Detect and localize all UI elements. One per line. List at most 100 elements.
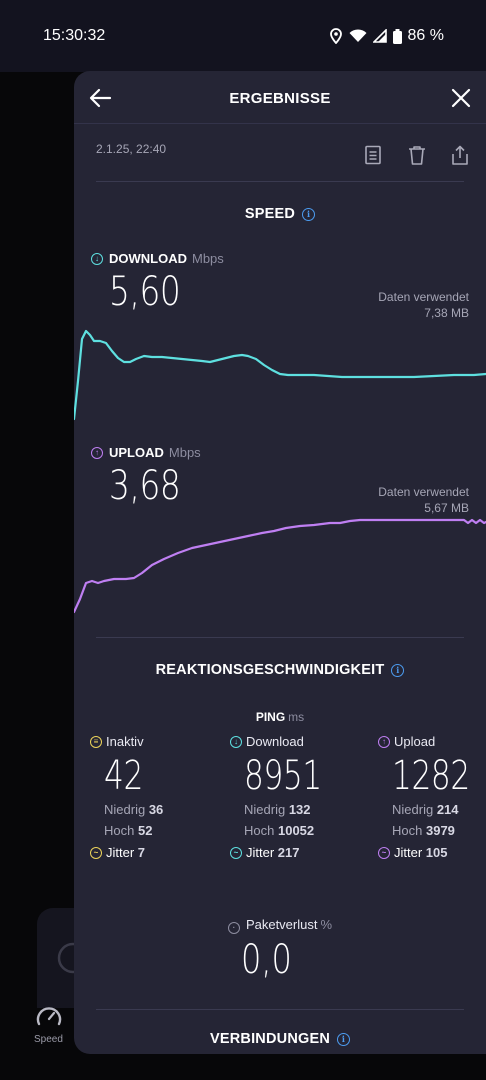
upload-chart [74, 518, 486, 614]
signal-icon [372, 29, 387, 43]
packet-loss-icon: · [227, 921, 240, 934]
speed-section-title: SPEED i [74, 206, 486, 222]
ping-idle-low-label: Niedrig [104, 802, 146, 817]
packet-loss-unit: % [320, 917, 333, 932]
ping-idle-jitter: ~ Jitter 7 [90, 845, 163, 860]
upload-value: 3,68 [109, 463, 181, 509]
ping-download-high: Hoch 10052 [244, 820, 344, 841]
ping-upload-high: Hoch 3979 [392, 820, 486, 841]
upload-label: ↑ UPLOAD Mbps [91, 445, 201, 460]
trash-icon[interactable] [407, 145, 427, 165]
packet-loss-label-text: Paketverlust [245, 917, 318, 932]
ping-idle-column: ≡ Inaktiv 42 Niedrig 36 Hoch 52 ~ Jitter… [90, 734, 163, 860]
ping-download-low-label: Niedrig [244, 802, 286, 817]
ping-download-jitter-label: Jitter [246, 845, 275, 860]
download-speed-line [74, 329, 486, 421]
ping-upload-low: Niedrig 214 [392, 799, 486, 820]
upload-data-used-label: Daten verwendet [378, 485, 469, 499]
ping-idle-high-value: 52 [137, 823, 153, 838]
ping-download-column: ↓ Download 8951 Niedrig 132 Hoch 10052 ~… [230, 734, 344, 860]
ping-download-high-label: Hoch [244, 823, 275, 838]
idle-icon: ≡ [90, 735, 102, 748]
ping-idle-low: Niedrig 36 [104, 799, 163, 820]
info-icon[interactable]: i [337, 1033, 351, 1046]
page-title: ERGEBNISSE [229, 90, 331, 107]
ping-upload-low-value: 214 [436, 802, 459, 817]
result-date: 2.1.25, 22:40 [96, 142, 167, 156]
upload-arrow-icon: ↑ [378, 735, 390, 748]
ping-title: PING ms [74, 710, 486, 724]
ping-download-low-value: 132 [288, 802, 311, 817]
ping-idle-high-label: Hoch [104, 823, 135, 838]
speed-title-text: SPEED [244, 206, 296, 222]
ping-idle-high: Hoch 52 [104, 820, 163, 841]
jitter-icon: ~ [90, 846, 102, 859]
jitter-icon: ~ [230, 846, 242, 859]
ping-upload-column: ↑ Upload 1282 Niedrig 214 Hoch 3979 ~ Ji… [378, 734, 486, 860]
sheet-header: ERGEBNISSE [74, 71, 486, 124]
upload-data-used: Daten verwendet 5,67 MB [378, 484, 469, 516]
download-data-used: Daten verwendet 7,38 MB [378, 289, 469, 321]
download-chart [74, 329, 486, 421]
back-arrow-icon[interactable] [88, 85, 114, 111]
ping-idle-low-value: 36 [148, 802, 164, 817]
download-label: ↓ DOWNLOAD Mbps [91, 251, 224, 266]
close-icon[interactable] [448, 85, 474, 111]
ping-upload-high-value: 3979 [425, 823, 455, 838]
ping-upload-head: ↑ Upload [378, 734, 486, 749]
battery-percent: 86 % [407, 27, 444, 44]
results-sheet: ERGEBNISSE 2.1.25, 22:40 SPEED i ↓ DOWNLO… [74, 71, 486, 1054]
status-bar: 15:30:32 86 % [0, 0, 486, 72]
ping-idle-head: ≡ Inaktiv [90, 734, 163, 749]
wifi-icon [349, 29, 367, 42]
divider [96, 1009, 464, 1010]
ping-idle-label: Inaktiv [106, 734, 144, 749]
download-data-used-value: 7,38 MB [424, 306, 469, 320]
ping-upload-jitter: ~ Jitter 105 [378, 845, 486, 860]
ping-upload-label: Upload [394, 734, 436, 749]
upload-label-text: UPLOAD [109, 445, 164, 460]
ping-download-jitter: ~ Jitter 217 [230, 845, 344, 860]
responsiveness-title-text: REAKTIONSGESCHWINDIGKEIT [155, 662, 385, 678]
ping-download-high-value: 10052 [277, 823, 315, 838]
info-icon[interactable]: i [302, 208, 316, 221]
download-arrow-icon: ↓ [91, 252, 103, 265]
download-label-text: DOWNLOAD [109, 251, 187, 266]
download-value: 5,60 [109, 269, 181, 315]
connections-title-text: VERBINDUNGEN [209, 1031, 331, 1047]
ping-download-head: ↓ Download [230, 734, 344, 749]
ping-upload-high-label: Hoch [392, 823, 423, 838]
ping-download-jitter-value: 217 [277, 845, 300, 860]
download-unit: Mbps [192, 251, 224, 266]
upload-unit: Mbps [168, 445, 201, 460]
upload-speed-line [74, 518, 486, 614]
ping-idle-jitter-label: Jitter [106, 845, 135, 860]
ping-download-value: 8951 [244, 753, 322, 799]
status-icons: 86 % [329, 27, 444, 45]
speed-tab-icon[interactable] [34, 1002, 64, 1032]
ping-upload-jitter-label: Jitter [394, 845, 423, 860]
ping-upload-value: 1282 [392, 753, 470, 799]
packet-loss-value: 0,0 [241, 937, 292, 983]
ping-upload-low-label: Niedrig [392, 802, 434, 817]
ping-download-label: Download [246, 734, 304, 749]
download-data-used-label: Daten verwendet [378, 290, 469, 304]
battery-icon [392, 28, 402, 44]
share-icon[interactable] [450, 145, 470, 165]
divider [96, 181, 464, 182]
upload-arrow-icon: ↑ [91, 446, 103, 459]
download-arrow-icon: ↓ [230, 735, 242, 748]
upload-data-used-value: 5,67 MB [424, 501, 469, 515]
ping-upload-jitter-value: 105 [425, 845, 448, 860]
info-icon[interactable]: i [391, 664, 405, 677]
speed-tab-label[interactable]: Speed [34, 1034, 63, 1045]
ping-unit: ms [288, 710, 305, 724]
responsiveness-section-title: REAKTIONSGESCHWINDIGKEIT i [74, 662, 486, 678]
location-icon [329, 28, 342, 44]
packet-loss-label: · Paketverlust% [74, 917, 486, 934]
ping-download-low: Niedrig 132 [244, 799, 344, 820]
ping-idle-jitter-value: 7 [137, 845, 146, 860]
document-icon[interactable] [363, 145, 383, 165]
jitter-icon: ~ [378, 846, 390, 859]
status-time: 15:30:32 [43, 27, 106, 44]
